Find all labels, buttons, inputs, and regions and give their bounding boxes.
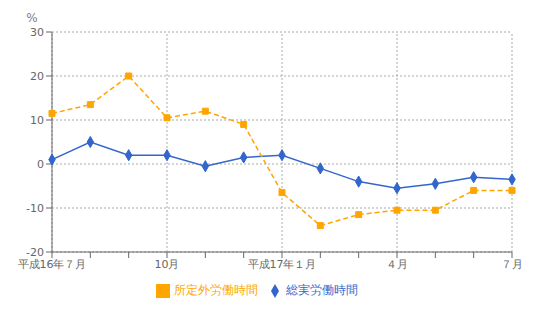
html-text:総実労働時間: 総実労働時間 xyxy=(286,283,358,297)
svg-text:10: 10 xyxy=(30,114,44,127)
svg-text:0: 0 xyxy=(37,158,44,171)
html-text:所定外労働時間: 所定外労働時間 xyxy=(174,283,258,297)
svg-text:%: % xyxy=(26,11,37,25)
svg-text:平成16年７月: 平成16年７月 xyxy=(18,258,87,271)
svg-text:-20: -20 xyxy=(26,246,44,259)
svg-text:７月: ７月 xyxy=(501,258,523,271)
svg-text:30: 30 xyxy=(30,26,44,39)
svg-text:平成17年１月: 平成17年１月 xyxy=(248,258,317,271)
svg-text:４月: ４月 xyxy=(386,258,408,271)
svg-text:20: 20 xyxy=(30,70,44,83)
svg-text:10月: 10月 xyxy=(155,258,180,271)
svg-text:-10: -10 xyxy=(26,202,44,215)
